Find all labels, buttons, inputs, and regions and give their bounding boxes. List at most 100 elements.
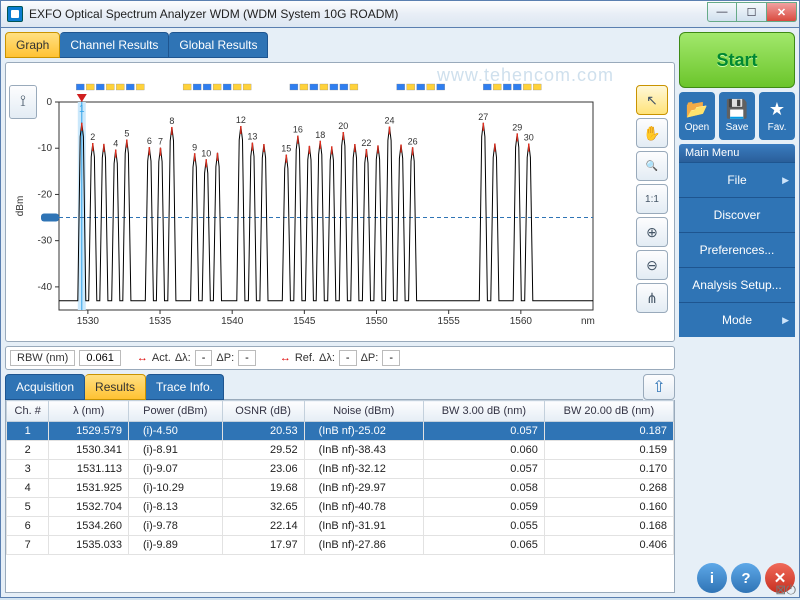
table-row[interactable]: 61534.260(i)-9.7822.14(InB nf)-31.910.05… bbox=[7, 517, 674, 536]
svg-text:-30: -30 bbox=[38, 236, 53, 247]
window-close-button[interactable] bbox=[767, 2, 797, 22]
zoom-in-icon[interactable]: ⊕ bbox=[636, 217, 668, 247]
top-tabs: GraphChannel ResultsGlobal Results bbox=[5, 32, 675, 58]
help-button[interactable]: ? bbox=[731, 563, 761, 593]
svg-text:4: 4 bbox=[113, 139, 118, 149]
rbw-label: RBW (nm) bbox=[10, 350, 75, 366]
column-header[interactable]: BW 3.00 dB (nm) bbox=[423, 401, 544, 422]
svg-text:1540: 1540 bbox=[221, 316, 244, 327]
results-table[interactable]: Ch. #λ (nm)Power (dBm)OSNR (dB)Noise (dB… bbox=[6, 400, 674, 555]
table-row[interactable]: 51532.704(i)-8.1332.65(InB nf)-40.780.05… bbox=[7, 498, 674, 517]
pointer-icon[interactable]: ↖ bbox=[636, 85, 668, 115]
svg-text:1550: 1550 bbox=[365, 316, 388, 327]
graph-toolbar: ↖✋🔍1:1⊕⊖⋔ bbox=[636, 85, 670, 313]
act-arrow-icon: ↔ bbox=[137, 352, 148, 364]
fav-button[interactable]: ★Fav. bbox=[759, 92, 795, 140]
column-header[interactable]: λ (nm) bbox=[49, 401, 129, 422]
chevron-right-icon: ▶ bbox=[782, 175, 789, 186]
svg-text:30: 30 bbox=[524, 133, 534, 143]
tab-acquisition[interactable]: Acquisition bbox=[5, 374, 85, 400]
svg-text:nm: nm bbox=[581, 316, 595, 327]
tab-global-results[interactable]: Global Results bbox=[169, 32, 268, 58]
graph-info-bar: RBW (nm) 0.061 ↔ Act. Δλ: - ΔP: - ↔ Ref.… bbox=[5, 346, 675, 370]
svg-text:9: 9 bbox=[192, 142, 197, 152]
svg-text:22: 22 bbox=[361, 138, 371, 148]
app-icon bbox=[7, 6, 23, 22]
svg-text:8: 8 bbox=[169, 116, 174, 126]
column-header[interactable]: OSNR (dB) bbox=[222, 401, 304, 422]
table-row[interactable]: 71535.033(i)-9.8917.97(InB nf)-27.860.06… bbox=[7, 536, 674, 555]
ref-dp-value: - bbox=[382, 350, 400, 366]
tab-channel-results[interactable]: Channel Results bbox=[60, 32, 169, 58]
spectrum-chart[interactable]: 10-10-20-30-40dBm15301535154015451550155… bbox=[9, 66, 635, 338]
open-icon: 📂 bbox=[686, 99, 708, 120]
act-label: Act. bbox=[152, 352, 171, 364]
svg-text:24: 24 bbox=[384, 115, 394, 125]
collapse-up-button[interactable]: ⇧ bbox=[643, 374, 675, 400]
table-row[interactable]: 21530.341(i)-8.9129.52(InB nf)-38.430.06… bbox=[7, 441, 674, 460]
menu-item-mode[interactable]: Mode▶ bbox=[679, 302, 795, 337]
svg-text:1: 1 bbox=[79, 104, 85, 115]
menu-item-discover[interactable]: Discover bbox=[679, 197, 795, 232]
window-maximize-button[interactable] bbox=[737, 2, 767, 22]
svg-text:dBm: dBm bbox=[15, 196, 26, 217]
main-menu: File▶DiscoverPreferences...Analysis Setu… bbox=[679, 162, 795, 337]
svg-text:5: 5 bbox=[124, 129, 129, 139]
tab-graph[interactable]: Graph bbox=[5, 32, 60, 58]
zoom-out-icon[interactable]: ⊖ bbox=[636, 250, 668, 280]
svg-text:-20: -20 bbox=[38, 189, 53, 200]
zoom-11-icon[interactable]: 1:1 bbox=[636, 184, 668, 214]
pan-icon[interactable]: ✋ bbox=[636, 118, 668, 148]
chevron-right-icon: ▶ bbox=[782, 315, 789, 326]
rbw-value: 0.061 bbox=[79, 350, 121, 366]
table-row[interactable]: 11529.579(i)-4.5020.53(InB nf)-25.020.05… bbox=[7, 422, 674, 441]
column-header[interactable]: BW 20.00 dB (nm) bbox=[544, 401, 673, 422]
save-button[interactable]: 💾Save bbox=[719, 92, 755, 140]
svg-text:1560: 1560 bbox=[510, 316, 533, 327]
tab-trace-info-[interactable]: Trace Info. bbox=[146, 374, 224, 400]
svg-text:27: 27 bbox=[478, 112, 488, 122]
table-row[interactable]: 41531.925(i)-10.2919.68(InB nf)-29.970.0… bbox=[7, 479, 674, 498]
ref-dp-label: ΔP: bbox=[361, 352, 379, 364]
table-row[interactable]: 31531.113(i)-9.0723.06(InB nf)-32.120.05… bbox=[7, 460, 674, 479]
menu-item-file[interactable]: File▶ bbox=[679, 162, 795, 197]
tab-results[interactable]: Results bbox=[85, 374, 146, 400]
svg-text:1555: 1555 bbox=[438, 316, 461, 327]
window-title: EXFO Optical Spectrum Analyzer WDM (WDM … bbox=[29, 7, 707, 21]
column-header[interactable]: Noise (dBm) bbox=[304, 401, 423, 422]
start-button[interactable]: Start bbox=[679, 32, 795, 88]
lower-tabs: AcquisitionResultsTrace Info. ⇧ bbox=[5, 374, 675, 400]
menu-item-analysis-setup-[interactable]: Analysis Setup... bbox=[679, 267, 795, 302]
save-icon: 💾 bbox=[726, 99, 748, 120]
menu-item-preferences-[interactable]: Preferences... bbox=[679, 232, 795, 267]
svg-text:6: 6 bbox=[147, 136, 152, 146]
svg-text:0: 0 bbox=[46, 97, 52, 108]
svg-text:20: 20 bbox=[338, 121, 348, 131]
zoom-area-icon[interactable]: 🔍 bbox=[636, 151, 668, 181]
column-header[interactable]: Power (dBm) bbox=[128, 401, 222, 422]
svg-text:1545: 1545 bbox=[293, 316, 316, 327]
act-dp-value: - bbox=[238, 350, 256, 366]
window-titlebar: EXFO Optical Spectrum Analyzer WDM (WDM … bbox=[0, 0, 800, 28]
ref-label: Ref. bbox=[295, 352, 315, 364]
act-dl-value: - bbox=[195, 350, 213, 366]
svg-text:12: 12 bbox=[236, 115, 246, 125]
main-menu-header: Main Menu bbox=[679, 144, 795, 162]
svg-text:10: 10 bbox=[201, 148, 211, 158]
svg-text:15: 15 bbox=[281, 144, 291, 154]
ref-arrow-icon: ↔ bbox=[280, 352, 291, 364]
svg-text:18: 18 bbox=[315, 130, 325, 140]
status-icons: ⊠ ⏻ bbox=[775, 582, 794, 598]
window-minimize-button[interactable] bbox=[707, 2, 737, 22]
markers-icon[interactable]: ⋔ bbox=[636, 283, 668, 313]
ref-dl-value: - bbox=[339, 350, 357, 366]
svg-text:7: 7 bbox=[158, 137, 163, 147]
info-button[interactable]: i bbox=[697, 563, 727, 593]
open-button[interactable]: 📂Open bbox=[679, 92, 715, 140]
svg-text:-40: -40 bbox=[38, 282, 53, 293]
ref-dl-label: Δλ: bbox=[319, 352, 335, 364]
svg-text:-10: -10 bbox=[38, 143, 53, 154]
column-header[interactable]: Ch. # bbox=[7, 401, 49, 422]
svg-text:26: 26 bbox=[408, 136, 418, 146]
svg-text:29: 29 bbox=[512, 122, 522, 132]
